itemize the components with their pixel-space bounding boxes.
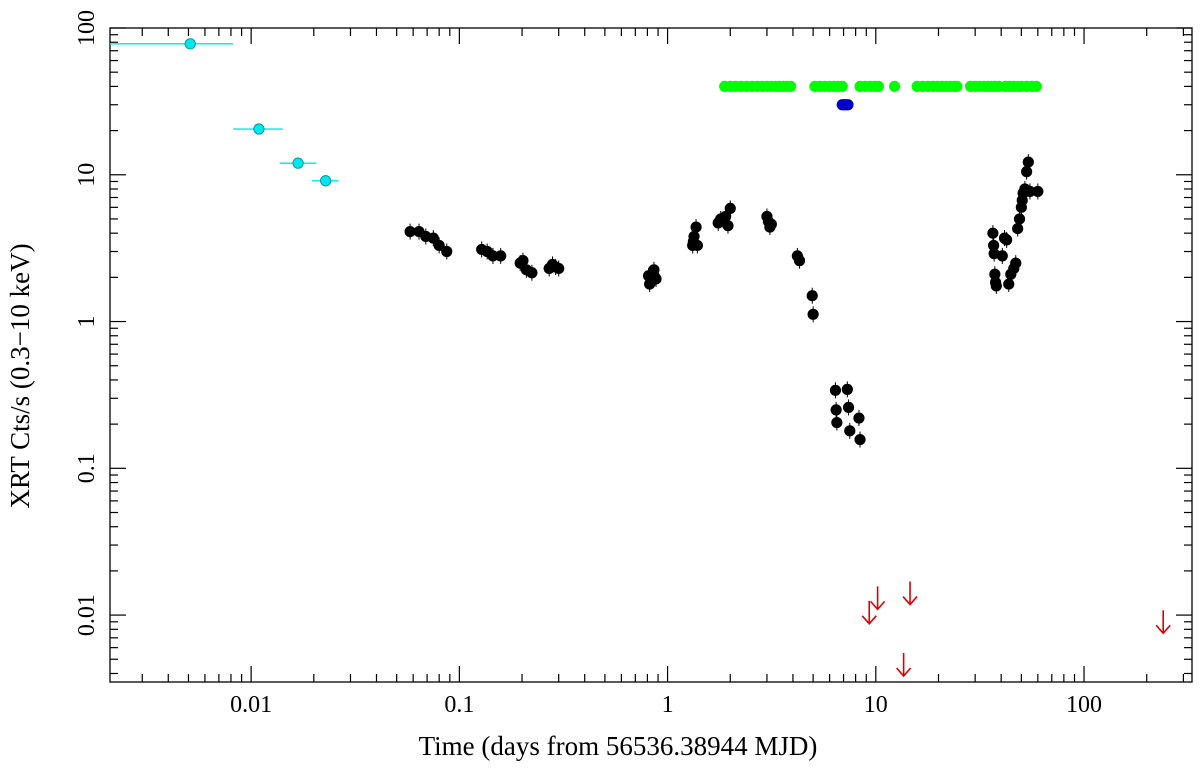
data-point [292, 157, 304, 169]
series-2 [719, 80, 1042, 93]
y-tick-label: 0.01 [74, 594, 100, 636]
x-tick-label: 100 [1066, 692, 1102, 718]
series-4 [861, 581, 1171, 678]
axis-tick-labels: 0.01 0.1 1 10 100 0.01 0.1 1 10 100 [74, 10, 1102, 718]
data-point [495, 250, 507, 262]
x-tick-label: 1 [662, 692, 674, 718]
data-point [1021, 166, 1033, 178]
data-point [987, 227, 999, 239]
data-point [1022, 156, 1034, 168]
data-point [433, 239, 445, 252]
data-point [1030, 80, 1042, 93]
data-point [253, 123, 265, 135]
data-point [765, 218, 777, 230]
data-point [806, 290, 818, 302]
data-point [427, 232, 439, 244]
series-3 [836, 99, 854, 111]
data-point [1003, 278, 1015, 290]
data-point [842, 401, 855, 414]
upper-limit-arrow-head [896, 667, 912, 678]
data-point [1001, 234, 1013, 246]
data-point [320, 175, 332, 187]
data-point [1012, 222, 1024, 235]
y-tick-label: 0.1 [74, 453, 100, 483]
data-point [990, 280, 1002, 292]
data-point [996, 250, 1008, 262]
data-point [829, 384, 842, 396]
x-tick-label: 0.01 [230, 692, 272, 718]
upper-limit-arrow-head [861, 615, 877, 626]
data-point [872, 80, 885, 93]
y-tick-label: 10 [74, 163, 100, 187]
data-point [844, 425, 856, 437]
data-point [691, 239, 703, 252]
y-axis-title: XRT Cts/s (0.3−10 keV) [5, 243, 35, 508]
y-tick-label: 100 [74, 10, 100, 46]
data-point [785, 80, 797, 93]
data-point [841, 383, 853, 395]
series-1 [404, 154, 1044, 448]
data-point [807, 308, 819, 320]
upper-limit-arrow-head [869, 600, 886, 611]
data-point [853, 412, 865, 424]
data-point [441, 245, 453, 258]
y-tick-label: 1 [74, 316, 100, 328]
data-point [690, 221, 702, 233]
plot-frame [109, 27, 1193, 683]
data-point [842, 99, 854, 111]
data-point [526, 267, 538, 279]
axis-ticks [110, 27, 1192, 682]
data-point [184, 38, 196, 50]
data-point [553, 262, 565, 275]
data-point [650, 273, 662, 285]
x-tick-label: 0.1 [444, 692, 474, 718]
upper-limit-arrow-head [902, 596, 918, 606]
data-point [1010, 257, 1022, 269]
data-point [831, 416, 843, 429]
x-axis-title: Time (days from 56536.38944 MJD) [419, 731, 818, 761]
data-point [1013, 213, 1026, 225]
data-point [836, 80, 848, 93]
series-0 [110, 38, 339, 187]
data-point [951, 80, 963, 93]
data-point [722, 220, 734, 232]
data-point [724, 202, 736, 215]
x-tick-label: 10 [864, 692, 888, 718]
data-point [830, 404, 842, 416]
data-point [888, 80, 901, 93]
data-marks [110, 38, 1171, 678]
data-point [1032, 185, 1044, 198]
upper-limit-arrow-head [1155, 624, 1171, 635]
data-point [793, 255, 806, 267]
data-point [854, 433, 866, 446]
